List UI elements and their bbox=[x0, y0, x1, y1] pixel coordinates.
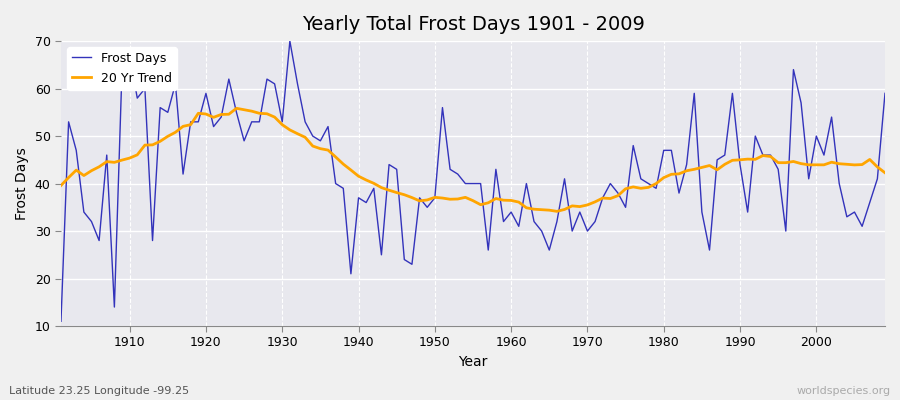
Frost Days bbox=[605, 181, 616, 186]
20 Yr Trend bbox=[552, 209, 562, 214]
20 Yr Trend bbox=[117, 158, 128, 162]
Frost Days bbox=[338, 186, 348, 191]
20 Yr Trend bbox=[513, 200, 524, 204]
Frost Days bbox=[284, 39, 295, 44]
Frost Days bbox=[117, 67, 128, 72]
20 Yr Trend bbox=[56, 183, 67, 188]
Title: Yearly Total Frost Days 1901 - 2009: Yearly Total Frost Days 1901 - 2009 bbox=[302, 15, 644, 34]
20 Yr Trend bbox=[506, 198, 517, 203]
Frost Days bbox=[879, 91, 890, 96]
Text: worldspecies.org: worldspecies.org bbox=[796, 386, 891, 396]
Frost Days bbox=[506, 210, 517, 214]
Y-axis label: Frost Days: Frost Days bbox=[15, 147, 29, 220]
20 Yr Trend bbox=[879, 170, 890, 175]
20 Yr Trend bbox=[292, 131, 303, 136]
20 Yr Trend bbox=[338, 162, 348, 166]
Frost Days bbox=[292, 82, 303, 86]
Line: 20 Yr Trend: 20 Yr Trend bbox=[61, 108, 885, 211]
Legend: Frost Days, 20 Yr Trend: Frost Days, 20 Yr Trend bbox=[68, 47, 177, 90]
Frost Days bbox=[513, 224, 524, 229]
20 Yr Trend bbox=[613, 193, 624, 198]
Text: Latitude 23.25 Longitude -99.25: Latitude 23.25 Longitude -99.25 bbox=[9, 386, 189, 396]
Frost Days bbox=[56, 319, 67, 324]
20 Yr Trend bbox=[231, 106, 242, 111]
Line: Frost Days: Frost Days bbox=[61, 41, 885, 321]
X-axis label: Year: Year bbox=[458, 355, 488, 369]
